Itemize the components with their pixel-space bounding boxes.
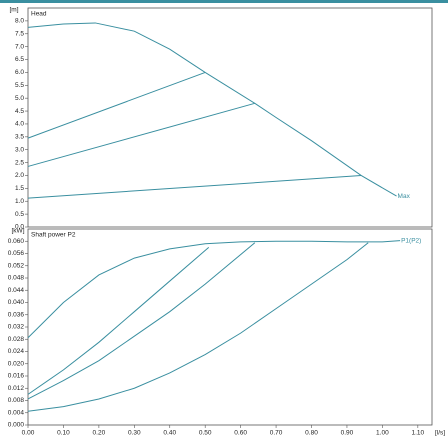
y-tick-label: 8.0	[15, 18, 24, 25]
y-tick-label: 5.0	[15, 95, 24, 102]
y-tick-label: 4.5	[15, 108, 24, 115]
y-tick-label: 0.056	[8, 250, 25, 257]
y-tick-label: 0.016	[8, 373, 25, 380]
x-axis-label: [l/s]	[435, 430, 445, 437]
x-tick-label: 0.90	[341, 430, 354, 437]
curve	[27, 242, 256, 400]
x-tick-label: 1.10	[411, 430, 424, 437]
x-tick-label: 0.20	[93, 430, 106, 437]
curve	[27, 102, 255, 167]
y-tick-label: 6.5	[15, 56, 24, 63]
curve	[27, 22, 397, 197]
y-tick-label: 4.0	[15, 121, 24, 128]
plot-frame	[27, 7, 433, 228]
curve-label: P1(P2)	[401, 237, 421, 244]
top-bar	[0, 0, 448, 3]
y-tick-label: 2.0	[15, 172, 24, 179]
y-tick-label: 0.0	[15, 224, 24, 231]
y-tick-label: 0.040	[8, 299, 25, 306]
x-tick-label: 0.30	[128, 430, 141, 437]
y-tick-label: 0.028	[8, 336, 25, 343]
y-tick-label: 0.020	[8, 360, 25, 367]
y-tick-label: 3.0	[15, 146, 24, 153]
x-tick-label: 0.40	[163, 430, 176, 437]
x-tick-label: 0.00	[22, 430, 35, 437]
y-tick-label: 0.008	[8, 397, 25, 404]
panel-title: Shaft power P2	[31, 232, 76, 239]
y-tick-label: 7.0	[15, 43, 24, 50]
y-tick-label: 7.5	[15, 30, 24, 37]
y-tick-label: 1.5	[15, 185, 24, 192]
y-tick-label: 5.5	[15, 82, 24, 89]
y-tick-label: 0.012	[8, 385, 25, 392]
curve	[27, 71, 206, 139]
curve	[27, 247, 210, 395]
y-tick-label: 1.0	[15, 198, 24, 205]
curve	[27, 174, 362, 199]
y-tick-label: 6.0	[15, 69, 24, 76]
y-tick-label: 0.004	[8, 409, 25, 416]
x-tick-label: 0.70	[270, 430, 283, 437]
y-tick-label: 0.032	[8, 324, 25, 331]
y-tick-label: 0.036	[8, 311, 25, 318]
curve-label: Max	[398, 193, 411, 200]
y-axis-label: [kW]	[12, 228, 25, 235]
plot-frame	[27, 228, 433, 426]
y-tick-label: 0.000	[8, 422, 25, 429]
y-tick-label: 0.048	[8, 275, 25, 282]
y-tick-label: 0.024	[8, 348, 25, 355]
y-axis-label: [m]	[9, 7, 18, 14]
y-tick-label: 0.5	[15, 211, 24, 218]
y-tick-label: 0.060	[8, 238, 25, 245]
y-tick-label: 2.5	[15, 159, 24, 166]
curve	[27, 240, 401, 339]
y-tick-label: 0.052	[8, 262, 25, 269]
x-tick-label: 1.00	[376, 430, 389, 437]
curve	[27, 242, 369, 412]
y-tick-label: 3.5	[15, 134, 24, 141]
x-tick-label: 0.80	[305, 430, 318, 437]
panel-title: Head	[31, 11, 47, 18]
y-tick-label: 0.044	[8, 287, 25, 294]
x-tick-label: 0.50	[199, 430, 212, 437]
x-tick-label: 0.60	[234, 430, 247, 437]
x-tick-label: 0.10	[57, 430, 70, 437]
